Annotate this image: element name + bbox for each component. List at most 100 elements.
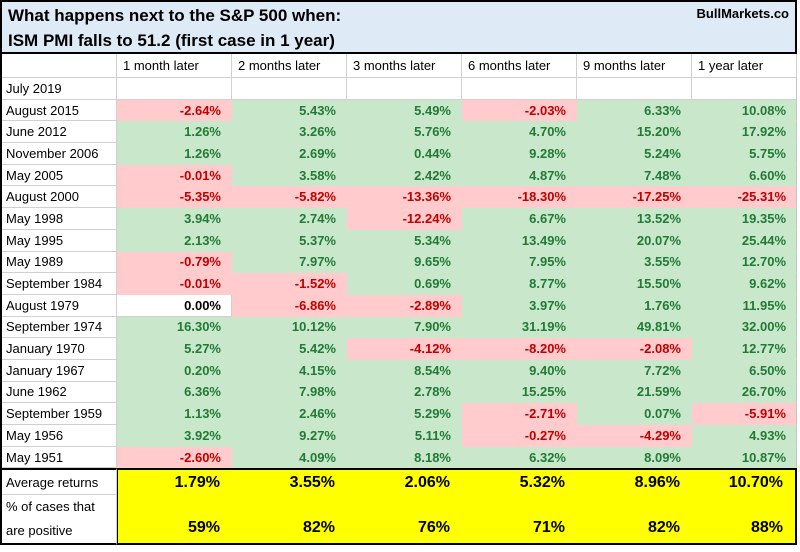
- return-cell[interactable]: 4.70%: [462, 121, 577, 144]
- row-label[interactable]: May 1995: [2, 229, 117, 252]
- return-cell[interactable]: 5.49%: [347, 99, 462, 122]
- return-cell[interactable]: 21.59%: [577, 381, 692, 404]
- return-cell[interactable]: -2.08%: [577, 338, 692, 360]
- return-cell[interactable]: 0.07%: [577, 403, 692, 425]
- return-cell[interactable]: 6.33%: [577, 99, 692, 122]
- row-label[interactable]: June 2012: [2, 121, 117, 144]
- return-cell[interactable]: 20.07%: [577, 229, 692, 252]
- row-label[interactable]: June 1962: [2, 381, 117, 404]
- return-cell[interactable]: -2.64%: [117, 99, 232, 122]
- return-cell[interactable]: 5.75%: [692, 143, 797, 165]
- return-cell[interactable]: -6.86%: [232, 294, 347, 317]
- return-cell[interactable]: 1.26%: [117, 121, 232, 144]
- return-cell[interactable]: 49.81%: [577, 316, 692, 339]
- row-label[interactable]: August 2015: [2, 99, 117, 122]
- column-header[interactable]: 3 months later: [347, 54, 462, 78]
- return-cell[interactable]: -17.25%: [577, 186, 692, 209]
- return-cell[interactable]: -5.82%: [232, 186, 347, 209]
- return-cell[interactable]: 15.25%: [462, 381, 577, 404]
- return-cell[interactable]: 15.20%: [577, 121, 692, 144]
- row-label[interactable]: November 2006: [2, 143, 117, 165]
- return-cell[interactable]: -8.20%: [462, 338, 577, 360]
- return-cell[interactable]: 5.37%: [232, 229, 347, 252]
- return-cell[interactable]: 6.36%: [117, 381, 232, 404]
- return-cell[interactable]: 12.70%: [692, 251, 797, 274]
- return-cell[interactable]: 7.95%: [462, 251, 577, 274]
- column-header[interactable]: 9 months later: [577, 54, 692, 78]
- return-cell[interactable]: 9.40%: [462, 359, 577, 382]
- return-cell[interactable]: -0.27%: [462, 425, 577, 447]
- return-cell[interactable]: 3.97%: [462, 294, 577, 317]
- return-cell[interactable]: 1.26%: [117, 143, 232, 165]
- return-cell[interactable]: 13.49%: [462, 229, 577, 252]
- return-cell[interactable]: -2.03%: [462, 99, 577, 122]
- row-label[interactable]: September 1984: [2, 273, 117, 295]
- return-cell[interactable]: [117, 78, 232, 100]
- percent-positive-cell[interactable]: 88%: [692, 495, 797, 546]
- return-cell[interactable]: 19.35%: [692, 208, 797, 230]
- return-cell[interactable]: 5.76%: [347, 121, 462, 144]
- return-cell[interactable]: 1.13%: [117, 403, 232, 425]
- return-cell[interactable]: 3.55%: [577, 251, 692, 274]
- average-return-cell[interactable]: 8.96%: [577, 468, 692, 496]
- return-cell[interactable]: 8.77%: [462, 273, 577, 295]
- return-cell[interactable]: -5.91%: [692, 403, 797, 425]
- return-cell[interactable]: 8.18%: [347, 446, 462, 469]
- column-header[interactable]: 1 month later: [117, 54, 232, 78]
- return-cell[interactable]: 15.50%: [577, 273, 692, 295]
- return-cell[interactable]: 12.77%: [692, 338, 797, 360]
- row-label[interactable]: August 1979: [2, 294, 117, 317]
- return-cell[interactable]: -12.24%: [347, 208, 462, 230]
- row-label[interactable]: August 2000: [2, 186, 117, 209]
- row-label[interactable]: July 2019: [2, 78, 117, 100]
- return-cell[interactable]: 3.26%: [232, 121, 347, 144]
- return-cell[interactable]: 17.92%: [692, 121, 797, 144]
- row-label[interactable]: May 1956: [2, 425, 117, 447]
- return-cell[interactable]: 0.44%: [347, 143, 462, 165]
- column-header[interactable]: 2 months later: [232, 54, 347, 78]
- return-cell[interactable]: 2.13%: [117, 229, 232, 252]
- return-cell[interactable]: 26.70%: [692, 381, 797, 404]
- return-cell[interactable]: 0.00%: [117, 294, 232, 317]
- return-cell[interactable]: [347, 78, 462, 100]
- return-cell[interactable]: -2.89%: [347, 294, 462, 317]
- return-cell[interactable]: -5.35%: [117, 186, 232, 209]
- return-cell[interactable]: 4.09%: [232, 446, 347, 469]
- return-cell[interactable]: 2.78%: [347, 381, 462, 404]
- return-cell[interactable]: 32.00%: [692, 316, 797, 339]
- return-cell[interactable]: 5.43%: [232, 99, 347, 122]
- return-cell[interactable]: -4.29%: [577, 425, 692, 447]
- return-cell[interactable]: 5.27%: [117, 338, 232, 360]
- average-returns-label[interactable]: Average returns: [2, 468, 117, 496]
- return-cell[interactable]: -0.79%: [117, 251, 232, 274]
- return-cell[interactable]: 1.76%: [577, 294, 692, 317]
- return-cell[interactable]: 2.74%: [232, 208, 347, 230]
- average-return-cell[interactable]: 1.79%: [117, 468, 232, 496]
- return-cell[interactable]: 8.54%: [347, 359, 462, 382]
- return-cell[interactable]: 5.34%: [347, 229, 462, 252]
- row-label[interactable]: January 1970: [2, 338, 117, 360]
- return-cell[interactable]: -0.01%: [117, 273, 232, 295]
- return-cell[interactable]: 2.69%: [232, 143, 347, 165]
- return-cell[interactable]: -2.60%: [117, 446, 232, 469]
- return-cell[interactable]: -13.36%: [347, 186, 462, 209]
- return-cell[interactable]: -1.52%: [232, 273, 347, 295]
- return-cell[interactable]: 8.09%: [577, 446, 692, 469]
- corner-cell[interactable]: [2, 54, 117, 78]
- return-cell[interactable]: 9.28%: [462, 143, 577, 165]
- return-cell[interactable]: 5.24%: [577, 143, 692, 165]
- return-cell[interactable]: [232, 78, 347, 100]
- return-cell[interactable]: -25.31%: [692, 186, 797, 209]
- average-return-cell[interactable]: 10.70%: [692, 468, 797, 496]
- return-cell[interactable]: 16.30%: [117, 316, 232, 339]
- return-cell[interactable]: 10.87%: [692, 446, 797, 469]
- average-return-cell[interactable]: 5.32%: [462, 468, 577, 496]
- return-cell[interactable]: 13.52%: [577, 208, 692, 230]
- row-label[interactable]: September 1974: [2, 316, 117, 339]
- percent-positive-cell[interactable]: 71%: [462, 495, 577, 546]
- column-header[interactable]: 6 months later: [462, 54, 577, 78]
- return-cell[interactable]: -0.01%: [117, 164, 232, 187]
- return-cell[interactable]: -4.12%: [347, 338, 462, 360]
- percent-positive-cell[interactable]: 82%: [232, 495, 347, 546]
- column-header[interactable]: 1 year later: [692, 54, 797, 78]
